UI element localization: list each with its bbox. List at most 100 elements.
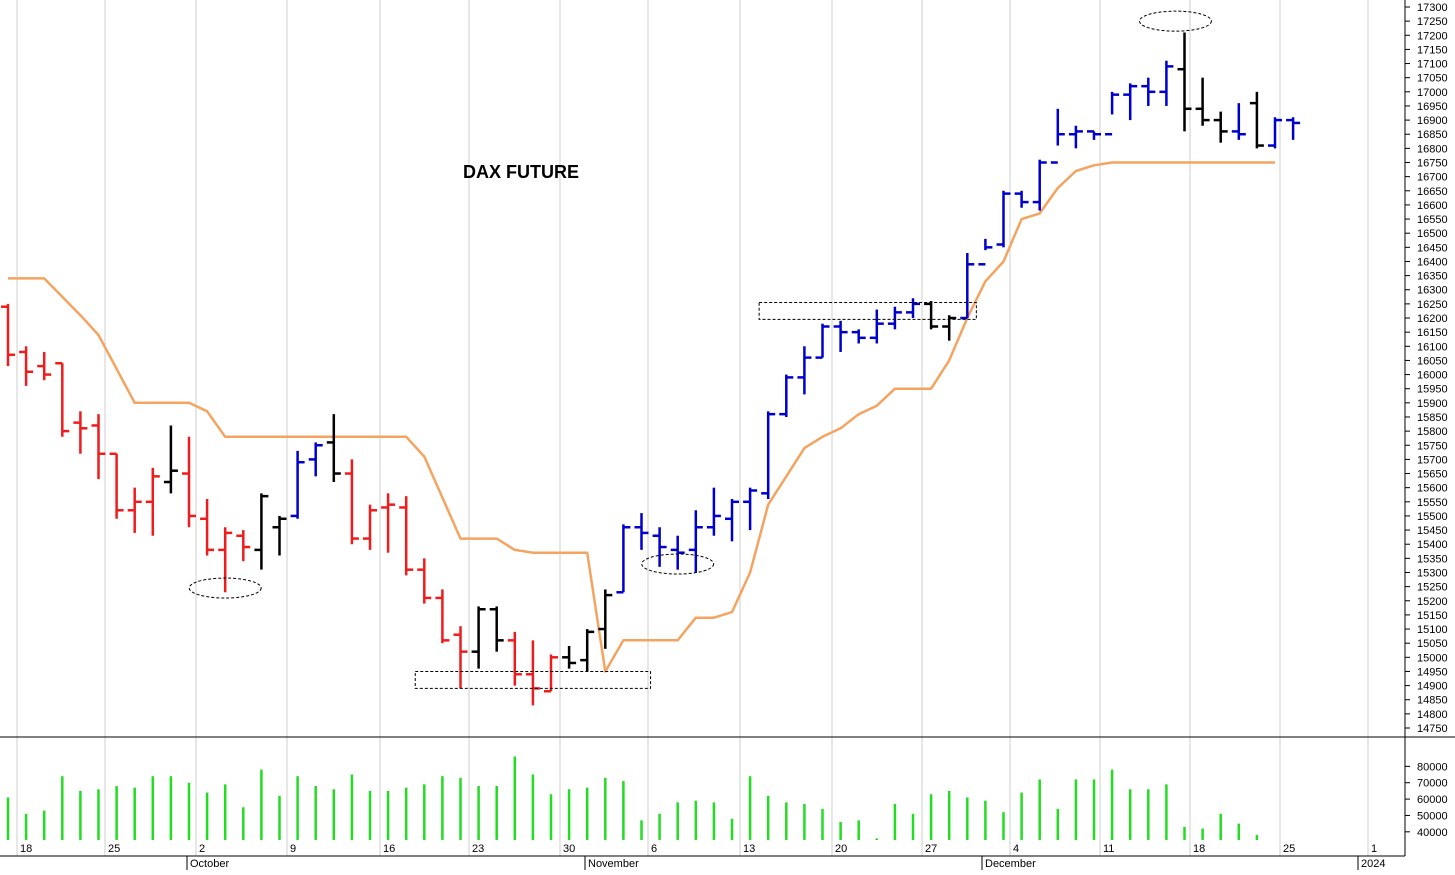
ohlc-bar xyxy=(37,351,52,381)
ohlc-bar xyxy=(182,436,196,528)
x-tick-label: 27 xyxy=(925,843,937,855)
y-tick-label: 15000 xyxy=(1417,652,1448,664)
ohlc-bar xyxy=(200,498,215,556)
ohlc-bar xyxy=(308,442,323,477)
ohlc-bar xyxy=(706,487,721,536)
y-tick-label: 15800 xyxy=(1417,426,1448,438)
ohlc-bar xyxy=(326,414,341,483)
grid-layer xyxy=(16,0,1369,856)
ohlc-bar xyxy=(507,631,522,686)
ohlc-bar xyxy=(73,411,88,454)
y-tick-label: 16200 xyxy=(1417,313,1448,325)
y-tick-label: 17000 xyxy=(1417,87,1448,99)
volume-tick-label: 80000 xyxy=(1417,761,1448,773)
ohlc-bar xyxy=(544,654,558,693)
month-label: December xyxy=(985,858,1036,870)
ohlc-bar xyxy=(1050,108,1065,164)
y-tick-label: 15200 xyxy=(1417,596,1448,608)
y-tick-label: 16150 xyxy=(1417,327,1448,339)
ohlc-bar xyxy=(1177,32,1192,132)
ohlc-bar xyxy=(435,589,450,644)
ohlc-bar xyxy=(254,493,269,570)
y-tick-label: 16000 xyxy=(1417,370,1448,382)
y-tick-label: 17250 xyxy=(1417,16,1448,28)
ohlc-bar xyxy=(145,467,160,536)
ohlc-bar xyxy=(218,527,233,593)
ohlc-bar xyxy=(924,301,939,330)
annotation-ellipse xyxy=(1138,10,1212,32)
ohlc-bar xyxy=(1213,111,1228,143)
y-tick-label: 15650 xyxy=(1417,469,1448,481)
y-tick-label: 15050 xyxy=(1417,638,1448,650)
volume-tick-label: 70000 xyxy=(1417,778,1448,790)
y-tick-label: 17150 xyxy=(1417,44,1448,56)
annotation-ellipse xyxy=(188,577,262,599)
ohlc-bar xyxy=(344,459,359,545)
ohlc-bar xyxy=(1032,159,1047,211)
ohlc-bar xyxy=(381,493,396,553)
volume-tick-label: 50000 xyxy=(1417,810,1448,822)
ohlc-bar xyxy=(616,524,631,594)
y-tick-label: 14800 xyxy=(1417,709,1448,721)
annotation-box xyxy=(758,301,977,320)
ohlc-bar xyxy=(851,329,866,344)
ohlc-bar xyxy=(670,535,685,570)
volume-tick-label: 60000 xyxy=(1417,794,1448,806)
x-tick-label: 1 xyxy=(1371,843,1377,855)
ohlc-bar xyxy=(725,498,739,542)
y-tick-label: 15700 xyxy=(1417,454,1448,466)
ohlc-bar xyxy=(580,629,595,672)
ohlc-bar xyxy=(833,320,848,352)
ohlc-bar xyxy=(417,558,432,604)
volume-layer xyxy=(6,756,1259,840)
ohlc-bar xyxy=(1231,103,1246,140)
moving-average-layer xyxy=(8,161,1275,673)
y-tick-label: 16450 xyxy=(1417,242,1448,254)
y-tick-label: 16100 xyxy=(1417,341,1448,353)
x-tick-label: 30 xyxy=(563,843,575,855)
ohlc-bar xyxy=(55,362,70,437)
annotations-layer xyxy=(188,10,1212,689)
ohlc-bar xyxy=(960,252,975,320)
y-tick-label: 15850 xyxy=(1417,412,1448,424)
y-tick-label: 15400 xyxy=(1417,539,1448,551)
y-tick-label: 15100 xyxy=(1417,624,1448,636)
y-tick-label: 16650 xyxy=(1417,186,1448,198)
ohlc-bar xyxy=(797,346,812,395)
month-label: October xyxy=(190,858,229,870)
ohlc-bar xyxy=(1105,91,1120,136)
x-tick-label: 2 xyxy=(199,843,205,855)
x-tick-label: 9 xyxy=(290,843,296,855)
ohlc-bar xyxy=(19,346,34,386)
y-tick-label: 17300 xyxy=(1417,2,1448,14)
month-label: November xyxy=(588,858,639,870)
ohlc-bar xyxy=(652,527,667,567)
ohlc-bar xyxy=(127,487,142,533)
ohlc-bar xyxy=(163,425,178,494)
ohlc-bar xyxy=(1087,130,1101,140)
ohlc-bar xyxy=(272,515,287,556)
y-tick-label: 15500 xyxy=(1417,511,1448,523)
y-tick-label: 16250 xyxy=(1417,299,1448,311)
ohlc-bar xyxy=(996,190,1011,248)
ohlc-bar xyxy=(869,309,884,344)
ohlc-bar xyxy=(525,640,540,706)
ohlc-bar xyxy=(743,487,758,531)
y-tick-label: 16850 xyxy=(1417,129,1448,141)
ohlc-bar xyxy=(1,303,15,367)
ohlc-bar xyxy=(1195,77,1210,126)
y-tick-label: 17100 xyxy=(1417,59,1448,71)
y-tick-label: 15250 xyxy=(1417,582,1448,594)
ohlc-bar xyxy=(634,513,649,550)
volume-tick-label: 40000 xyxy=(1417,827,1448,839)
ohlc-bar xyxy=(1249,91,1264,149)
x-tick-label: 16 xyxy=(383,843,395,855)
ohlc-bar xyxy=(471,606,486,669)
x-tick-label: 25 xyxy=(108,843,120,855)
y-tick-label: 16500 xyxy=(1417,228,1448,240)
y-tick-label: 15900 xyxy=(1417,398,1448,410)
y-tick-label: 15600 xyxy=(1417,483,1448,495)
ohlc-bar xyxy=(290,450,305,519)
ohlc-bar xyxy=(562,646,577,669)
